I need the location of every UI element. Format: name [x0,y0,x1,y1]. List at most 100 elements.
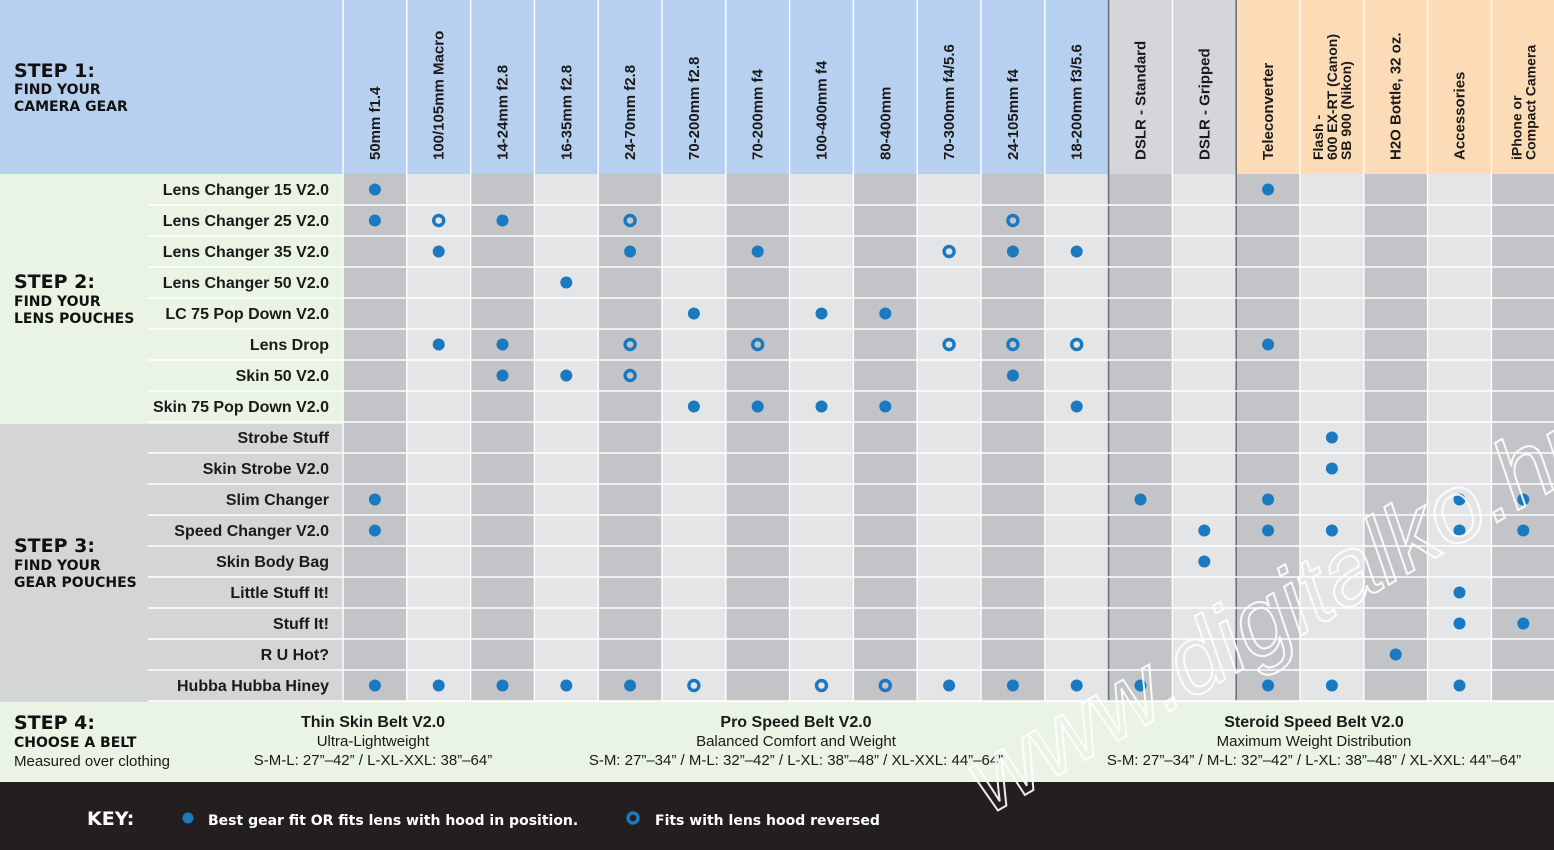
fit-dot [1262,183,1275,196]
fit-dot [496,214,509,227]
fit-dot [1453,617,1466,630]
row-label: Hubba Hubba Hiney [177,678,329,695]
column-header-bg [470,0,535,174]
fit-dot [560,369,573,382]
column-bg [917,174,981,701]
fit-dot [1006,679,1019,692]
column-header-bg [1427,0,1492,174]
fit-dot [879,400,892,413]
hood-reversed-ring [1006,337,1020,352]
column-header-label: 18-200mm f3/5.6 [1069,44,1086,160]
fit-dot [496,679,509,692]
column-header-label: 24-105mm f4 [1005,68,1022,160]
column-header-label: Teleconverter [1260,63,1277,160]
fit-dot [368,493,381,506]
fit-dot [1198,524,1211,537]
fit-dot [1389,648,1402,661]
step2-line1: FIND YOUR [14,294,101,310]
column-header-label: 100-400mm f4 [814,60,831,160]
column-header-bg [917,0,981,174]
step1-line1: FIND YOUR [14,82,101,98]
row-label: Lens Changer 35 V2.0 [163,244,329,261]
column-header-bg [598,0,662,174]
column-header-bg [1491,0,1554,174]
belt-desc: Balanced Comfort and Weight [696,733,897,750]
fit-dot [368,214,381,227]
row-label: LC 75 Pop Down V2.0 [165,306,329,323]
step4-title: STEP 4: [14,712,95,734]
fit-dot [624,679,637,692]
belt-name: Pro Speed Belt V2.0 [720,714,871,731]
fit-dot [751,245,764,258]
column-bg [1427,174,1492,701]
step3-line1: FIND YOUR [14,558,101,574]
fit-dot [1006,369,1019,382]
column-header-bg [1044,0,1109,174]
step2-heading: STEP 2: FIND YOUR LENS POUCHES [14,271,134,327]
fit-dot [815,307,828,320]
column-header-label: DSLR - Standard [1133,41,1150,160]
column-header-bg [534,0,599,174]
hood-reversed-ring [814,678,829,693]
step2-title: STEP 2: [14,271,95,293]
column-header-bg [1300,0,1364,174]
column-bg [789,174,854,701]
fit-dot [1134,679,1147,692]
row-label: Lens Changer 15 V2.0 [163,182,329,199]
column-bg [470,174,535,701]
fit-dot [1262,524,1275,537]
key-title: KEY: [87,808,134,830]
belt-name: Thin Skin Belt V2.0 [301,714,445,731]
column-bg [662,174,726,701]
column-bg [853,174,918,701]
fit-dot [1134,493,1147,506]
column-bg [1044,174,1109,701]
hood-reversed-ring [1006,213,1020,228]
column-header-label: 24-70mm f2.8 [622,65,639,160]
fit-dot [1453,493,1466,506]
column-bg [406,174,471,701]
hood-reversed-ring [687,678,701,693]
filled-dot-icon [182,812,194,824]
belt-options: Thin Skin Belt V2.0 Ultra-Lightweight S-… [254,714,1521,769]
row-label: Lens Changer 25 V2.0 [163,213,329,230]
hood-reversed-ring [623,337,637,352]
step4-heading: STEP 4: CHOOSE A BELT Measured over clot… [14,712,170,770]
hood-reversed-ring [1069,337,1084,352]
row-label: Stuff It! [273,616,329,633]
column-header-label: 600 EX-RT (Canon) [1324,34,1340,160]
fit-dot [815,400,828,413]
step3-panel [0,424,343,702]
step3-line2: GEAR POUCHES [14,575,137,591]
fit-dot [1070,245,1083,258]
column-bg [534,174,599,701]
row-label: Lens Changer 50 V2.0 [163,275,329,292]
column-header-label: Accessories [1452,72,1469,160]
column-header-label: DSLR - Gripped [1196,48,1213,160]
belt-sizes: S-M: 27”–34” / M-L: 32”–42” / L-XL: 38”–… [589,752,1003,769]
step1-title: STEP 1: [14,60,95,82]
fit-dot [1517,617,1530,630]
fit-dot [368,183,381,196]
column-header-label: 16-35mm f2.8 [558,65,575,160]
fit-dot [879,307,892,320]
fit-dot [687,400,700,413]
column-bg [981,174,1045,701]
row-label: Slim Changer [226,492,329,509]
hood-reversed-ring [942,337,956,352]
fit-markers [368,183,1530,693]
fit-dot [1325,462,1338,475]
fit-dot [1517,493,1530,506]
column-bg [1491,174,1554,701]
fit-dot [432,338,445,351]
column-bg [1108,174,1173,701]
fit-dot [687,307,700,320]
hood-reversed-ring [623,368,637,383]
fit-dot [1070,400,1083,413]
fit-dot [1006,245,1019,258]
column-header-label: 100/105mm Macro [431,31,448,160]
column-header-label: 80-400mm [877,87,894,160]
step4-line1: CHOOSE A BELT [14,735,137,751]
legend-key: KEY: Best gear fit OR fits lens with hoo… [87,808,880,830]
